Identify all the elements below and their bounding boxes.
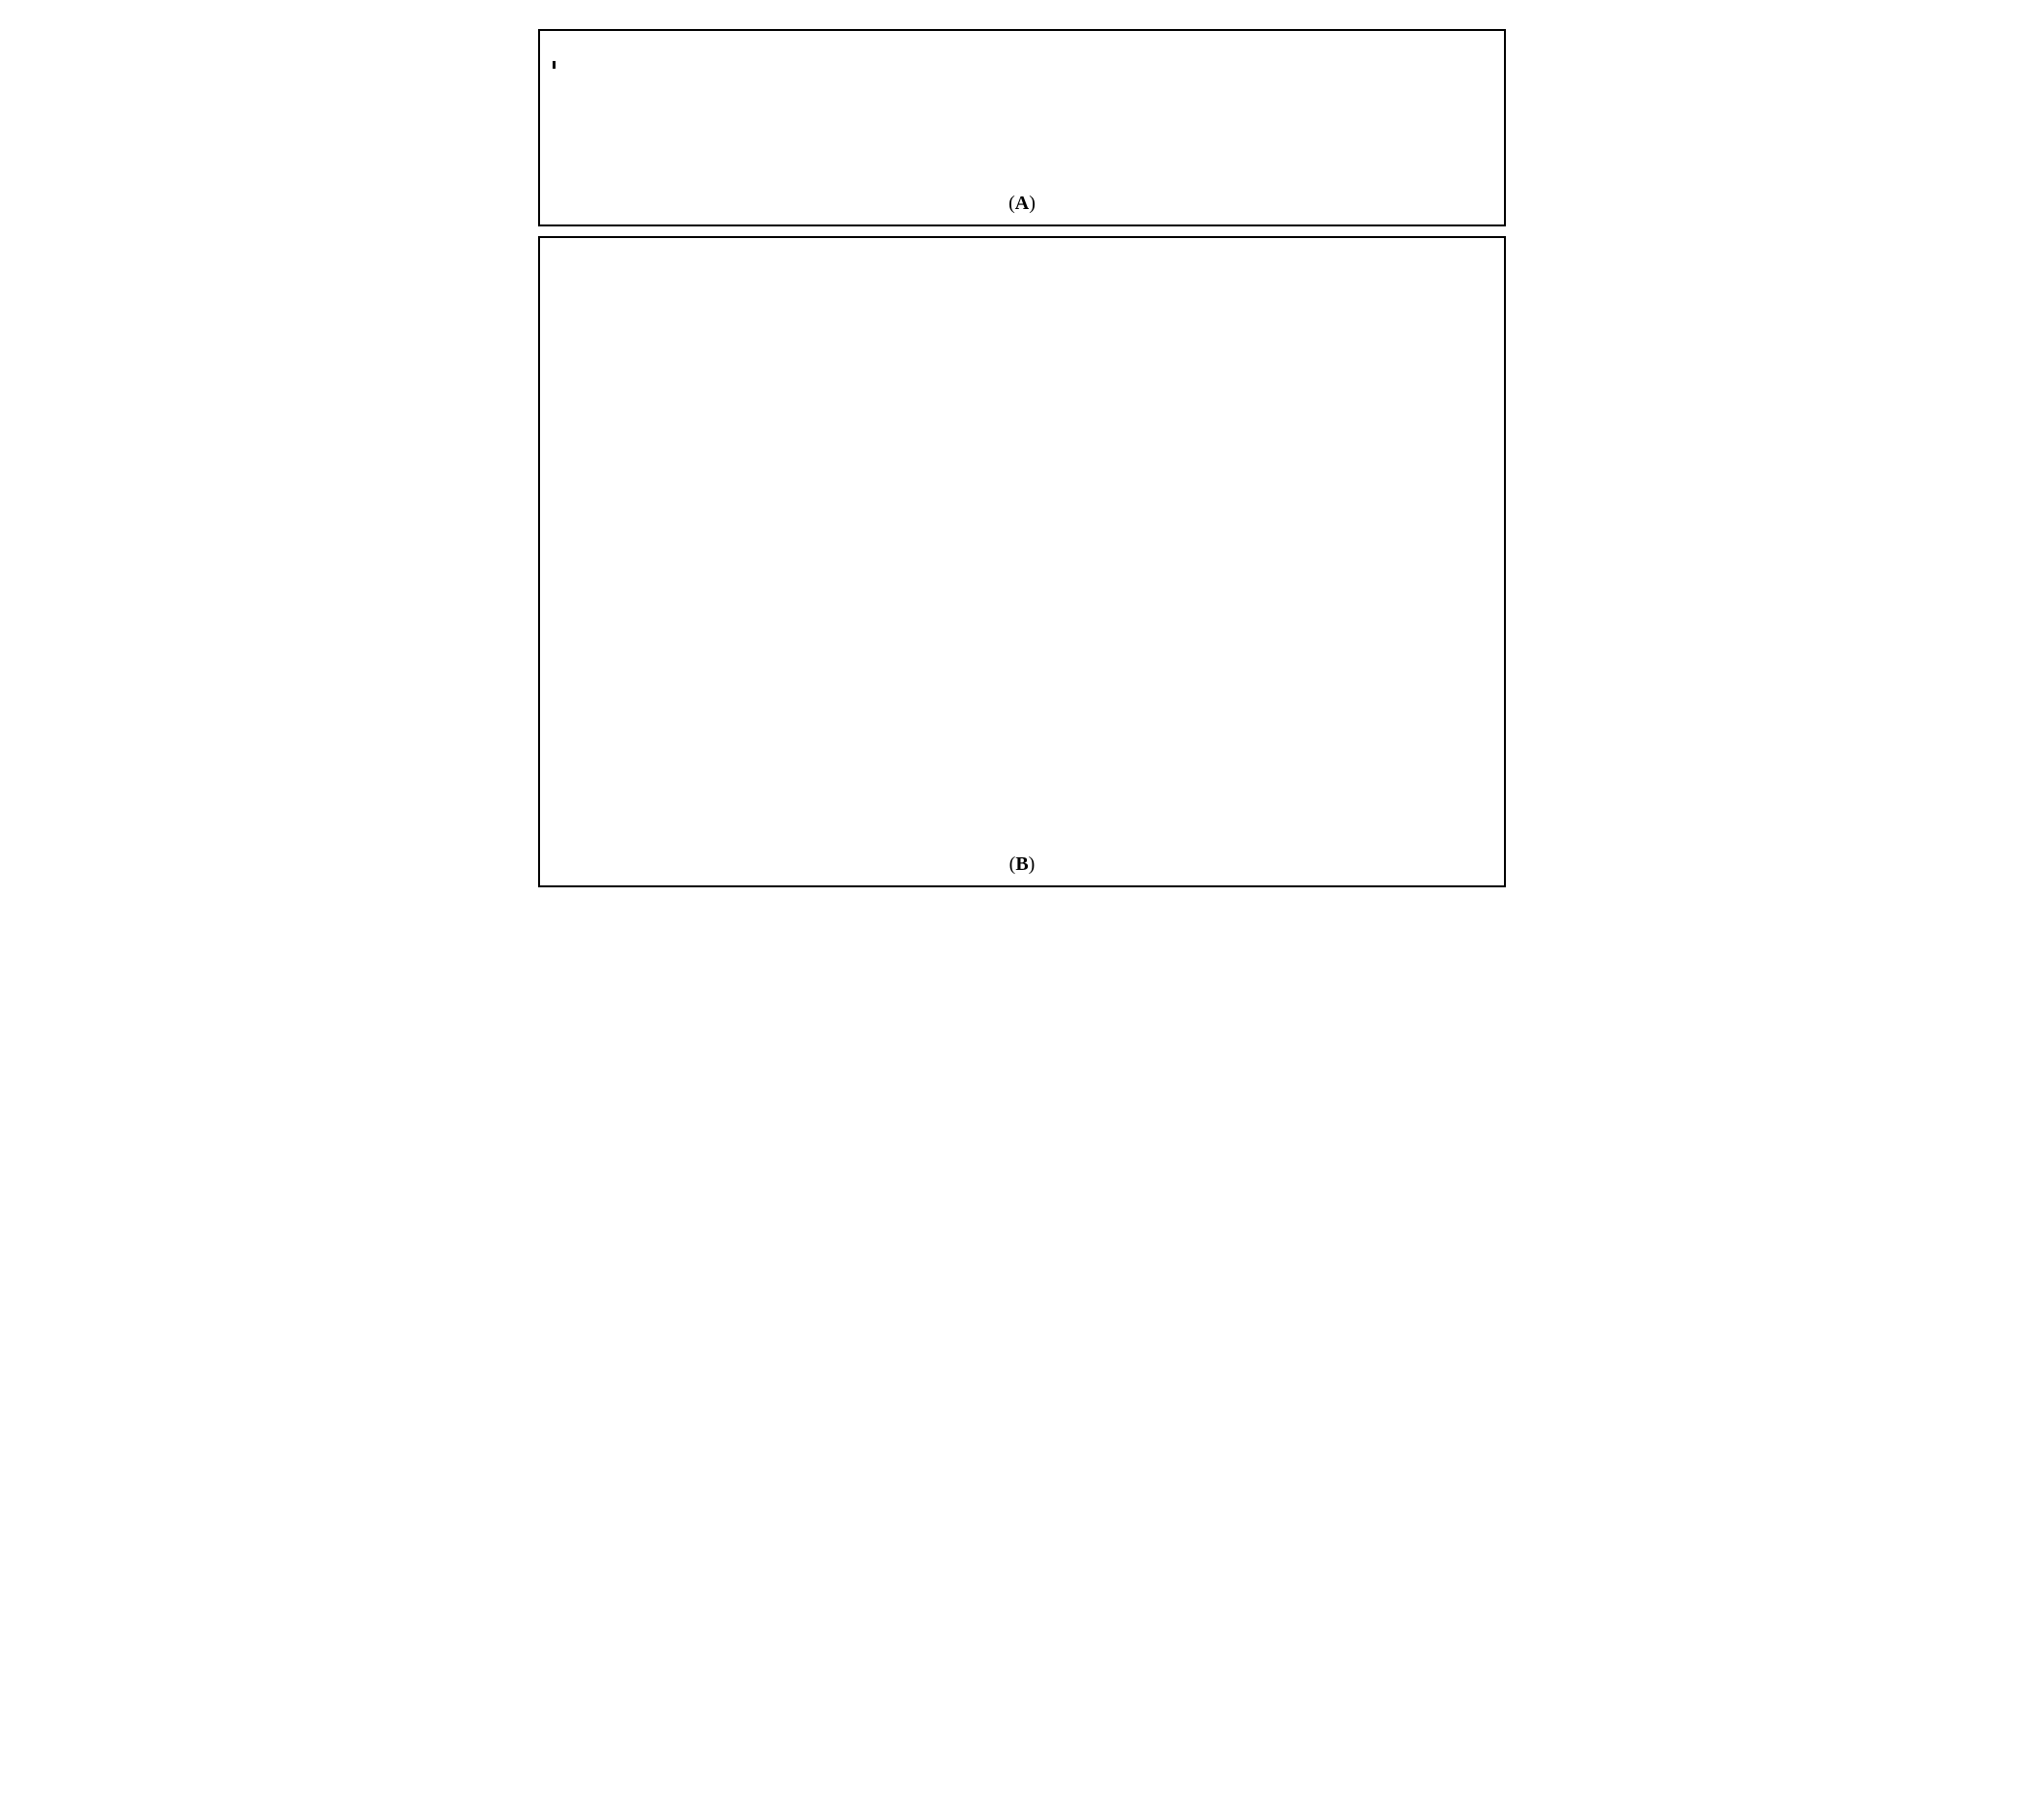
panel-a: (A)	[538, 29, 1506, 226]
seq-line-2	[554, 130, 1490, 160]
emission-chart	[557, 248, 1487, 848]
panel-a-label: (A)	[554, 193, 1490, 215]
seq-line-1	[554, 70, 1490, 100]
seq-line-1b	[554, 100, 1490, 130]
figure-wrapper: (A) (B)	[538, 29, 1506, 887]
panel-b-label: (B)	[550, 853, 1494, 876]
region-labels-row	[554, 41, 1490, 70]
seq-line-3	[554, 159, 1490, 189]
panel-b: (B)	[538, 236, 1506, 887]
